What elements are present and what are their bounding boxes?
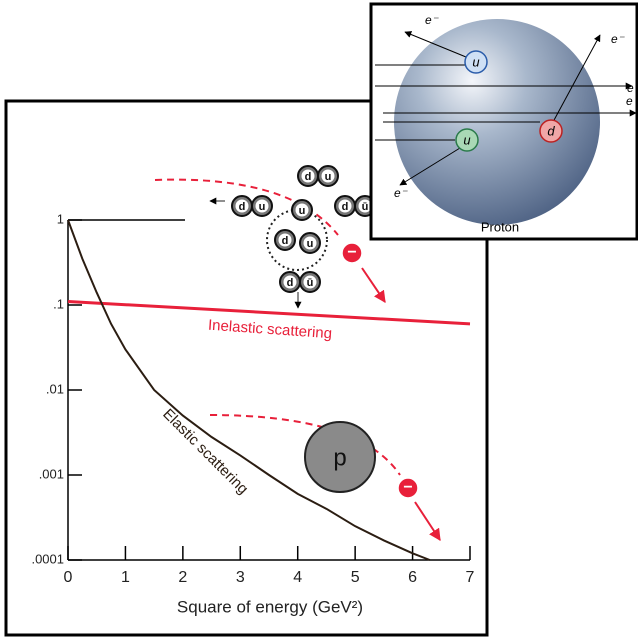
x-tick-label: 6 bbox=[408, 569, 417, 586]
figure: Square of energy (GeV²) p duduudūdudū−− … bbox=[0, 0, 638, 639]
quark-label: d bbox=[282, 235, 289, 247]
inset-quark-label: u bbox=[463, 132, 470, 147]
y-tick-label: .01 bbox=[46, 381, 64, 396]
quark-label: u bbox=[325, 171, 332, 183]
x-tick-label: 0 bbox=[64, 569, 73, 586]
inset-caption: Proton bbox=[481, 219, 519, 234]
quark-label: u bbox=[259, 201, 266, 213]
quark-label: u bbox=[299, 205, 306, 217]
x-tick-label: 7 bbox=[466, 569, 475, 586]
inset-electron-label: e⁻ bbox=[627, 81, 638, 95]
x-tick-label: 4 bbox=[293, 569, 302, 586]
quark-label: u bbox=[307, 238, 314, 250]
inset-electron-label: e⁻ bbox=[611, 32, 626, 46]
inset-quark-label: u bbox=[472, 54, 479, 69]
proton-label: p bbox=[333, 444, 346, 471]
electron-label: − bbox=[347, 244, 356, 261]
quark-label: d bbox=[305, 171, 312, 183]
x-tick-label: 5 bbox=[351, 569, 360, 586]
y-tick-label: .0001 bbox=[31, 551, 64, 566]
electron-label: − bbox=[403, 479, 412, 496]
y-tick-label: 1 bbox=[57, 211, 64, 226]
x-tick-label: 3 bbox=[236, 569, 245, 586]
y-tick-label: .001 bbox=[39, 466, 64, 481]
quark-label: d bbox=[342, 201, 349, 213]
x-tick-label: 2 bbox=[178, 569, 187, 586]
inset-electron-label: e⁻ bbox=[394, 186, 409, 200]
x-tick-label: 1 bbox=[121, 569, 130, 586]
x-axis-label: Square of energy (GeV²) bbox=[177, 597, 363, 616]
quark-label: ū bbox=[362, 201, 369, 213]
quark-label: ū bbox=[307, 277, 314, 289]
inset-electron-label: e bbox=[626, 94, 633, 108]
quark-label: d bbox=[287, 277, 294, 289]
inset-electron-label: e⁻ bbox=[425, 13, 440, 27]
inset-quark-label: d bbox=[547, 123, 555, 138]
quark-label: d bbox=[239, 201, 246, 213]
y-tick-label: .1 bbox=[53, 296, 64, 311]
page: {"chart_data": {"type": "line", "x_label… bbox=[0, 0, 638, 639]
